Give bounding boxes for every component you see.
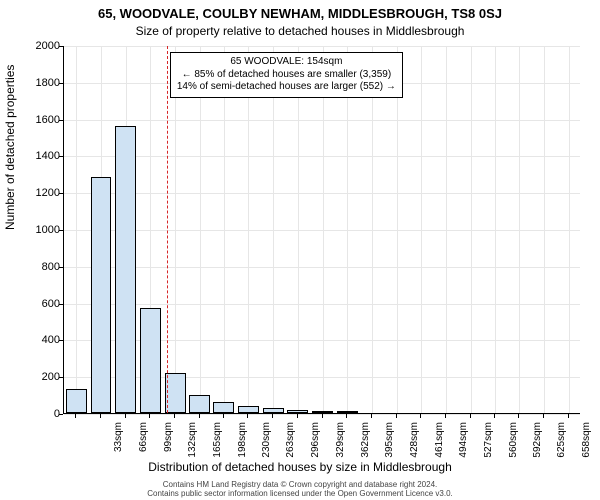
histogram-bar [91,177,112,413]
x-tick-label: 263sqm [285,422,296,462]
x-tick-label: 560sqm [508,422,519,462]
annotation-line: 14% of semi-detached houses are larger (… [177,81,396,94]
x-tick-label: 527sqm [483,422,494,462]
x-tick-label: 658sqm [581,422,592,462]
footer-line: Contains public sector information licen… [0,489,600,498]
histogram-bar [337,411,358,413]
histogram-bar [140,308,161,413]
x-tick-label: 132sqm [187,422,198,462]
histogram-bar [287,410,308,413]
histogram-bar [213,402,234,413]
x-tick-label: 461sqm [434,422,445,462]
x-tick-label: 296sqm [310,422,321,462]
chart-subtitle: Size of property relative to detached ho… [0,24,600,38]
y-tick-label: 1400 [10,150,60,162]
x-tick-label: 99sqm [163,422,174,462]
x-tick-label: 165sqm [212,422,223,462]
y-axis-label: Number of detached properties [3,65,17,230]
y-tick-label: 800 [10,261,60,273]
histogram-bar [189,395,210,413]
histogram-bar [66,389,87,413]
y-tick-label: 1200 [10,187,60,199]
x-tick-label: 33sqm [113,422,124,462]
annotation-box: 65 WOODVALE: 154sqm ← 85% of detached ho… [170,52,403,98]
y-tick-label: 400 [10,334,60,346]
x-tick-label: 329sqm [335,422,346,462]
y-tick-label: 1600 [10,114,60,126]
y-tick-label: 0 [10,408,60,420]
x-tick-label: 428sqm [409,422,420,462]
x-tick-label: 230sqm [261,422,272,462]
x-tick-label: 66sqm [138,422,149,462]
footer-attribution: Contains HM Land Registry data © Crown c… [0,480,600,498]
plot-area [63,46,580,414]
annotation-line: ← 85% of detached houses are smaller (3,… [177,69,396,82]
histogram-bar [312,411,333,413]
histogram-bar [115,126,136,413]
y-tick-label: 1000 [10,224,60,236]
chart-container: 65, WOODVALE, COULBY NEWHAM, MIDDLESBROU… [0,0,600,500]
x-tick-label: 494sqm [458,422,469,462]
x-tick-label: 362sqm [360,422,371,462]
chart-title: 65, WOODVALE, COULBY NEWHAM, MIDDLESBROU… [0,6,600,21]
annotation-line: 65 WOODVALE: 154sqm [177,56,396,69]
y-tick-label: 2000 [10,40,60,52]
x-tick-label: 592sqm [532,422,543,462]
y-tick-label: 200 [10,371,60,383]
histogram-bar [263,408,284,413]
histogram-bar [238,406,259,413]
x-tick-label: 625sqm [556,422,567,462]
reference-line [167,46,168,413]
x-tick-label: 395sqm [384,422,395,462]
y-tick-label: 600 [10,298,60,310]
x-tick-label: 198sqm [237,422,248,462]
x-axis-label: Distribution of detached houses by size … [0,460,600,474]
footer-line: Contains HM Land Registry data © Crown c… [0,480,600,489]
y-tick-label: 1800 [10,77,60,89]
